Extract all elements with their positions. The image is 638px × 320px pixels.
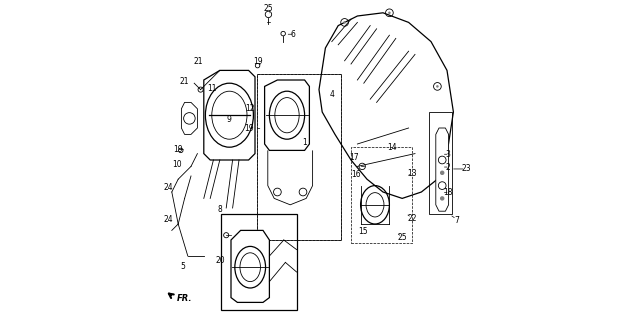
- Bar: [256, 74, 341, 240]
- Circle shape: [443, 175, 445, 177]
- Bar: [221, 214, 297, 310]
- Circle shape: [440, 171, 445, 175]
- Text: 7: 7: [455, 216, 459, 225]
- Polygon shape: [436, 128, 449, 211]
- Text: 21: 21: [179, 77, 189, 86]
- Text: 22: 22: [408, 214, 417, 223]
- Polygon shape: [181, 102, 197, 134]
- Bar: [429, 112, 452, 214]
- Text: 17: 17: [349, 153, 359, 162]
- Text: 25: 25: [397, 233, 407, 242]
- Circle shape: [440, 196, 445, 201]
- Text: 1: 1: [302, 138, 308, 147]
- Text: 6: 6: [290, 30, 295, 39]
- Text: 19: 19: [244, 124, 253, 132]
- Text: 18: 18: [443, 188, 452, 197]
- Circle shape: [436, 85, 439, 88]
- Text: 2: 2: [445, 163, 450, 172]
- Polygon shape: [319, 13, 454, 198]
- Text: 16: 16: [351, 170, 360, 179]
- Text: 10: 10: [172, 160, 181, 169]
- Text: 25: 25: [263, 4, 273, 13]
- Text: FR.: FR.: [177, 294, 192, 303]
- Text: 24: 24: [163, 215, 173, 224]
- Text: 21: 21: [193, 57, 203, 66]
- Bar: [351, 147, 412, 243]
- Text: 20: 20: [216, 256, 225, 265]
- Text: 5: 5: [181, 262, 186, 271]
- Circle shape: [343, 21, 346, 24]
- Text: 11: 11: [207, 84, 216, 92]
- Text: 19: 19: [253, 57, 262, 66]
- Text: 23: 23: [461, 164, 471, 173]
- Text: 12: 12: [246, 104, 255, 113]
- Text: 4: 4: [330, 90, 335, 99]
- Text: 9: 9: [226, 115, 231, 124]
- Bar: [256, 74, 341, 240]
- Polygon shape: [231, 230, 269, 302]
- Polygon shape: [265, 80, 309, 150]
- Text: 14: 14: [387, 143, 397, 152]
- Text: 15: 15: [359, 228, 368, 236]
- Text: 13: 13: [408, 169, 417, 178]
- Circle shape: [440, 133, 442, 136]
- Polygon shape: [204, 70, 255, 160]
- Circle shape: [388, 12, 390, 14]
- Text: 8: 8: [218, 205, 222, 214]
- Text: 19: 19: [174, 145, 183, 154]
- Text: 3: 3: [445, 150, 450, 159]
- Text: 24: 24: [163, 183, 173, 192]
